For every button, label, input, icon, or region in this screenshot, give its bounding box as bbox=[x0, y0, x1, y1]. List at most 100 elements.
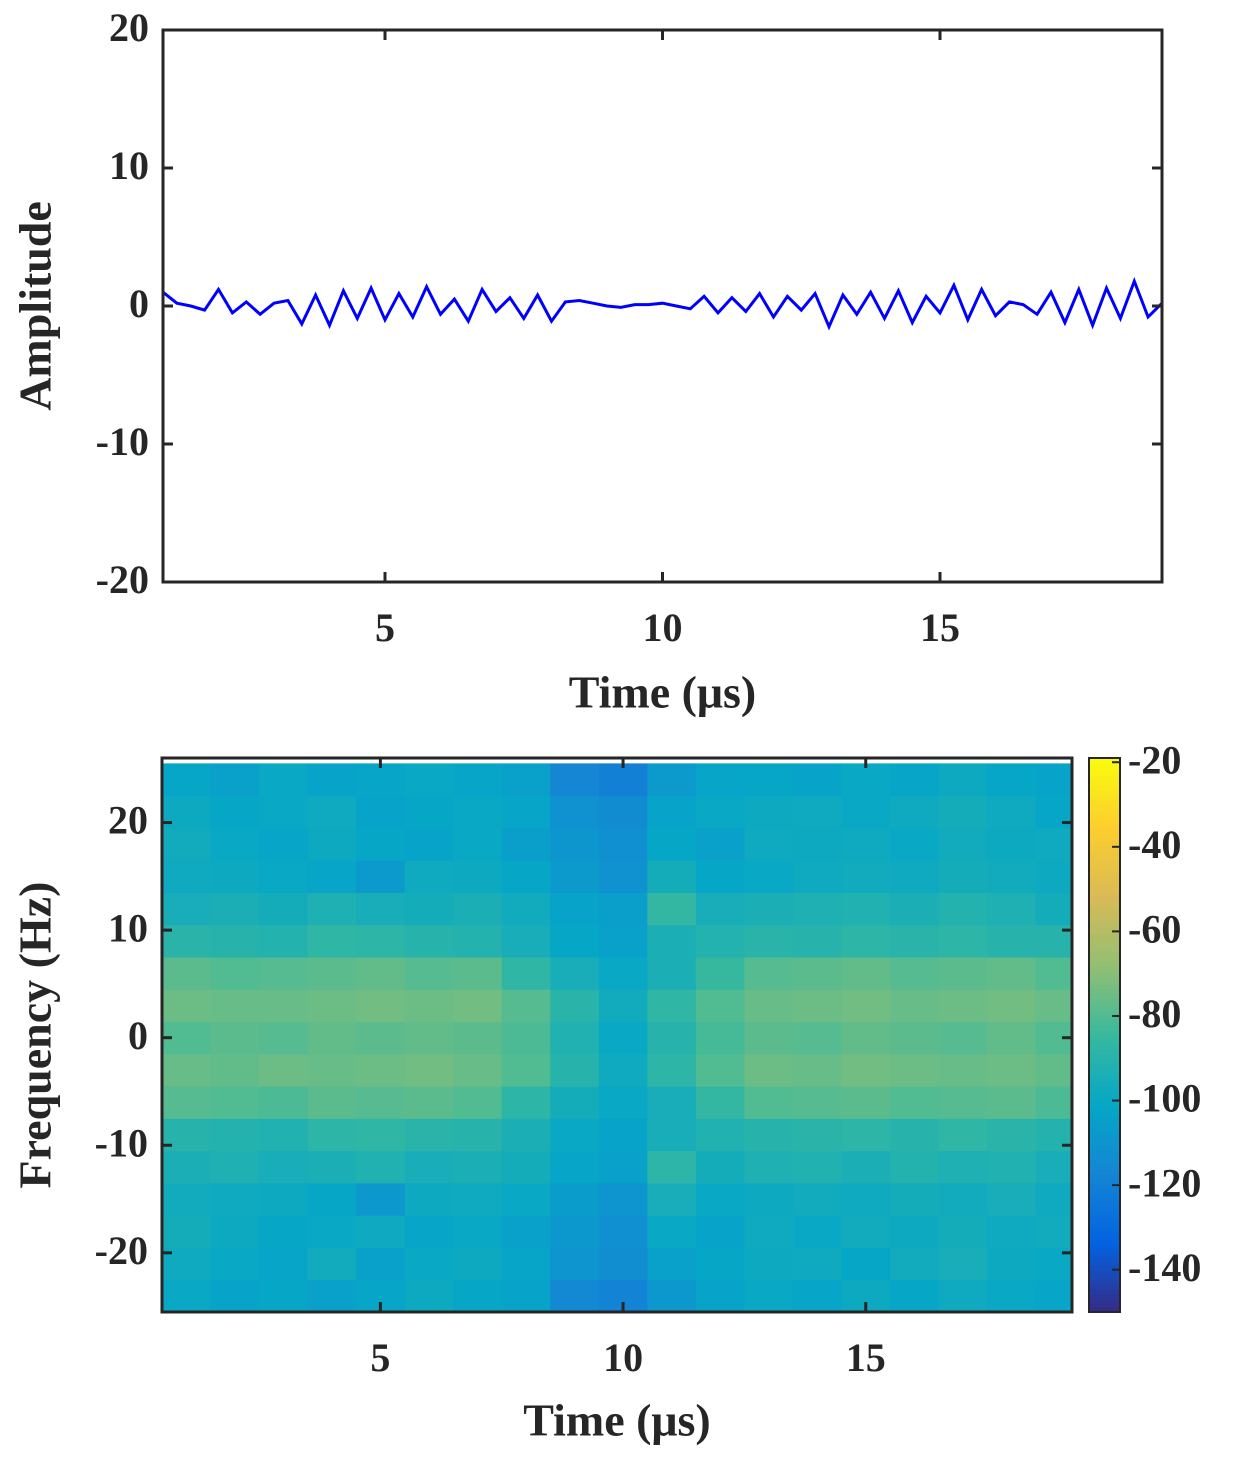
colorbar-swatch bbox=[1089, 804, 1120, 810]
heat-cell bbox=[501, 1279, 551, 1312]
heat-cell bbox=[404, 1053, 454, 1087]
x-tick-label: 5 bbox=[375, 605, 395, 650]
heat-cell bbox=[938, 1150, 988, 1184]
heat-cell bbox=[598, 989, 648, 1023]
colorbar-swatch bbox=[1089, 1030, 1120, 1036]
heat-cell bbox=[938, 1182, 988, 1216]
heat-cell bbox=[550, 989, 600, 1023]
colorbar-swatch bbox=[1089, 1191, 1120, 1198]
heat-cell bbox=[841, 1086, 891, 1119]
heat-cell bbox=[744, 1118, 794, 1152]
heat-cell bbox=[356, 1182, 406, 1216]
heat-cell bbox=[259, 1086, 309, 1119]
colorbar-swatch bbox=[1089, 1016, 1120, 1022]
heat-cell bbox=[550, 892, 600, 926]
heat-cell bbox=[598, 1247, 648, 1281]
colorbar-swatch bbox=[1089, 781, 1120, 787]
heat-cell bbox=[404, 827, 454, 861]
colorbar-swatch bbox=[1089, 854, 1120, 861]
heat-cell bbox=[890, 1150, 940, 1184]
y-axis-label: Amplitude bbox=[10, 201, 61, 411]
colorbar-swatch bbox=[1089, 864, 1120, 870]
colorbar-swatch bbox=[1089, 1210, 1120, 1216]
colorbar-swatch bbox=[1089, 1293, 1120, 1299]
y-tick-label: 10 bbox=[108, 905, 148, 950]
heat-cell bbox=[841, 1247, 891, 1281]
heat-cell bbox=[550, 1182, 600, 1216]
heat-cell bbox=[356, 957, 406, 990]
heat-cell bbox=[404, 1086, 454, 1119]
heat-cell bbox=[1035, 1086, 1072, 1119]
heat-cell bbox=[453, 957, 503, 990]
heat-cell bbox=[453, 1215, 503, 1248]
heat-cell bbox=[307, 1021, 357, 1055]
heat-cell bbox=[1035, 957, 1072, 990]
colorbar-swatch bbox=[1089, 845, 1120, 851]
heat-cell bbox=[744, 1182, 794, 1216]
heat-cell bbox=[938, 892, 988, 926]
heat-cell bbox=[647, 763, 697, 797]
heat-cell bbox=[307, 989, 357, 1023]
heat-cell bbox=[841, 892, 891, 926]
y-tick-label: 20 bbox=[109, 5, 149, 50]
heat-cell bbox=[987, 1247, 1037, 1281]
heat-cell bbox=[210, 1182, 260, 1216]
colorbar-tick-label: -100 bbox=[1128, 1076, 1201, 1121]
heat-cell bbox=[453, 1021, 503, 1055]
heat-cell bbox=[356, 1118, 406, 1152]
heat-cell bbox=[550, 1021, 600, 1055]
heat-cell bbox=[210, 1086, 260, 1119]
colorbar-swatch bbox=[1089, 910, 1120, 916]
heat-cell bbox=[404, 892, 454, 926]
colorbar-swatch bbox=[1089, 1238, 1120, 1244]
heat-cell bbox=[453, 763, 503, 797]
heat-cell bbox=[356, 795, 406, 829]
heat-cell bbox=[210, 957, 260, 990]
x-tick-label: 5 bbox=[370, 1335, 390, 1380]
heat-cell bbox=[259, 827, 309, 861]
colorbar-swatch bbox=[1089, 1251, 1120, 1258]
heat-cell bbox=[550, 795, 600, 829]
colorbar-swatch bbox=[1089, 785, 1120, 791]
heat-cell bbox=[453, 989, 503, 1023]
colorbar-swatch bbox=[1089, 928, 1120, 934]
heat-cell bbox=[647, 989, 697, 1023]
colorbar-swatch bbox=[1089, 979, 1120, 985]
heat-cell bbox=[890, 892, 940, 926]
heat-cell bbox=[404, 924, 454, 958]
heat-cell bbox=[841, 1053, 891, 1087]
heat-cell bbox=[453, 1279, 503, 1312]
colorbar-swatch bbox=[1089, 891, 1120, 897]
heat-cell bbox=[501, 795, 551, 829]
heat-cell bbox=[259, 1279, 309, 1312]
heat-cell bbox=[1035, 1215, 1072, 1248]
heat-cell bbox=[792, 795, 842, 829]
colorbar-swatch bbox=[1089, 1025, 1120, 1031]
heat-cell bbox=[695, 1247, 745, 1281]
heat-cell bbox=[987, 924, 1037, 958]
colorbar-swatch bbox=[1089, 831, 1120, 837]
colorbar-swatch bbox=[1089, 1127, 1120, 1133]
heat-cell bbox=[695, 1021, 745, 1055]
heat-cell bbox=[890, 1021, 940, 1055]
heat-cell bbox=[598, 795, 648, 829]
colorbar-swatch bbox=[1089, 1095, 1120, 1101]
heat-cell bbox=[744, 795, 794, 829]
x-tick-label: 10 bbox=[643, 605, 683, 650]
heat-cell bbox=[501, 989, 551, 1023]
heat-cell bbox=[792, 924, 842, 958]
heat-cell bbox=[501, 763, 551, 797]
heat-cell bbox=[210, 827, 260, 861]
heat-cell bbox=[259, 1215, 309, 1248]
heat-cell bbox=[647, 1053, 697, 1087]
y-tick-label: 0 bbox=[129, 281, 149, 326]
colorbar-frame bbox=[1088, 757, 1121, 1313]
colorbar-swatch bbox=[1089, 1035, 1120, 1041]
heat-cell bbox=[1035, 1150, 1072, 1184]
heat-cell bbox=[210, 924, 260, 958]
heat-cell bbox=[598, 1053, 648, 1087]
heat-cell bbox=[501, 827, 551, 861]
heat-cell bbox=[647, 1086, 697, 1119]
colorbar-swatch bbox=[1089, 1205, 1120, 1211]
heat-cell bbox=[695, 1150, 745, 1184]
